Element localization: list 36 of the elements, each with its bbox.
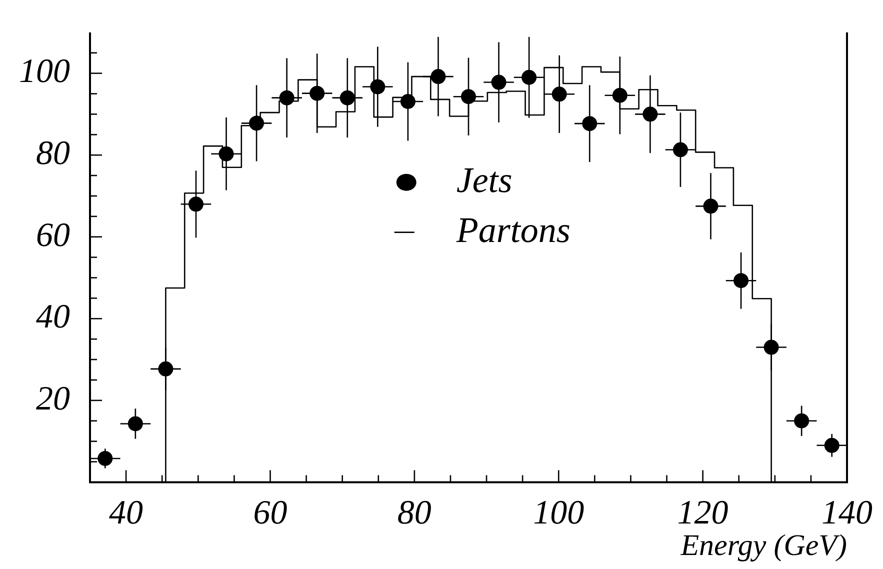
point bbox=[128, 416, 143, 432]
point bbox=[400, 94, 416, 110]
point bbox=[158, 361, 174, 376]
y-tick-label: 20 bbox=[36, 380, 70, 418]
y-tick-label: 100 bbox=[19, 53, 70, 90]
point bbox=[340, 90, 355, 106]
y-tick-label: 60 bbox=[36, 216, 70, 254]
point bbox=[188, 196, 204, 212]
point bbox=[642, 106, 658, 122]
x-tick-label: 100 bbox=[533, 494, 584, 532]
x-tick-label: 80 bbox=[397, 494, 432, 532]
point bbox=[98, 450, 113, 466]
point bbox=[612, 88, 628, 103]
point bbox=[279, 90, 294, 106]
point bbox=[249, 116, 264, 131]
x-tick-label: 40 bbox=[109, 494, 144, 532]
y-tick-label: 40 bbox=[36, 298, 70, 336]
point bbox=[582, 116, 598, 132]
point bbox=[218, 146, 234, 162]
y-tick-label: 80 bbox=[36, 135, 70, 172]
point bbox=[824, 438, 840, 453]
point bbox=[764, 340, 779, 355]
legend-label: Partons bbox=[455, 210, 570, 250]
x-tick-label: 60 bbox=[253, 494, 288, 532]
point bbox=[703, 198, 718, 214]
point bbox=[672, 142, 688, 158]
point bbox=[734, 273, 749, 288]
point bbox=[461, 89, 476, 104]
point bbox=[370, 79, 386, 94]
point bbox=[491, 74, 506, 90]
legend-label: Jets bbox=[456, 160, 512, 200]
point bbox=[310, 86, 325, 101]
point bbox=[552, 86, 567, 102]
point bbox=[522, 70, 537, 85]
point bbox=[430, 69, 446, 84]
point bbox=[794, 413, 810, 428]
